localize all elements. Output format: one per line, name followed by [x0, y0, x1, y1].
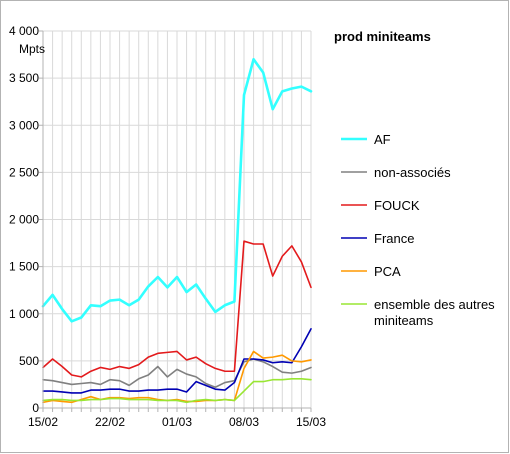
legend-label: AF	[374, 132, 391, 147]
x-tick-label: 08/03	[229, 415, 259, 429]
x-tick-label: 15/03	[296, 415, 326, 429]
series-line-af	[41, 57, 313, 323]
legend-label-line: ensemble des autres	[374, 297, 495, 312]
series-line-ensemble-des-autres-miniteams	[42, 377, 312, 404]
legend: AF non-associés FOUCK France PCA ensemble des…	[341, 132, 495, 328]
legend-label: non-associés	[374, 165, 451, 180]
series-line-pca	[42, 350, 312, 404]
series-layer	[41, 57, 313, 404]
legend-label-line: FOUCK	[374, 198, 420, 213]
legend-label-line: PCA	[374, 264, 401, 279]
y-tick-label: 1 000	[9, 307, 39, 321]
y-tick-label: 4 000	[9, 24, 39, 38]
y-tick-label: 500	[19, 354, 39, 368]
series-line-non-associes	[42, 358, 312, 389]
legend-label-line: France	[374, 231, 414, 246]
x-tick-label: 15/02	[28, 415, 58, 429]
legend-label-line: AF	[374, 132, 391, 147]
y-tick-label: 1 500	[9, 260, 39, 274]
y-tick-label: 2 500	[9, 165, 39, 179]
legend-label-line: non-associés	[374, 165, 451, 180]
y-tick-label: 0	[32, 401, 39, 415]
legend-label: France	[374, 231, 414, 246]
legend-label: PCA	[374, 264, 401, 279]
axes: 0 500 1 000 1 500 2 000 2 500 3 000 3 500 4 000 1…	[9, 24, 326, 429]
legend-label: FOUCK	[374, 198, 420, 213]
legend-label: ensemble des autres miniteams	[374, 297, 495, 328]
y-axis-label: Mpts	[19, 42, 45, 56]
series-line-france	[42, 328, 312, 394]
x-tick-label: 01/03	[162, 415, 192, 429]
legend-label-line: miniteams	[374, 313, 434, 328]
x-tick-label: 22/02	[95, 415, 125, 429]
y-tick-label: 2 000	[9, 213, 39, 227]
y-tick-label: 3 500	[9, 71, 39, 85]
chart-title: prod miniteams	[334, 29, 431, 44]
grid	[42, 30, 312, 409]
series-line-fouck	[42, 240, 312, 378]
y-tick-label: 3 000	[9, 118, 39, 132]
